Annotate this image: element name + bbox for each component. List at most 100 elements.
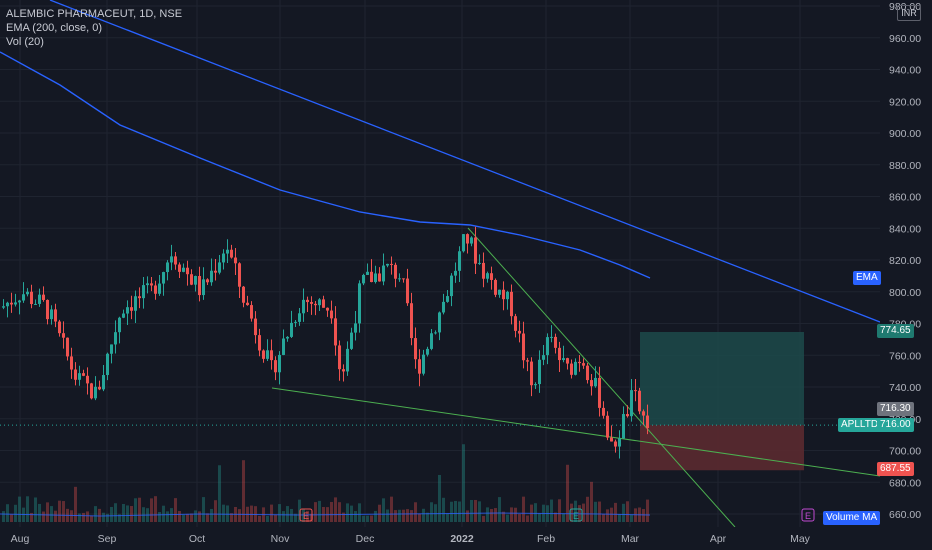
volume-bar — [314, 502, 317, 522]
candle-body — [206, 279, 209, 283]
y-tick-label: 940.00 — [889, 65, 921, 77]
volume-bar — [414, 502, 417, 522]
candle-body — [330, 310, 333, 319]
vol-legend[interactable]: Vol (20) — [6, 36, 44, 48]
volume-bar — [338, 502, 341, 522]
candle-body — [506, 291, 509, 300]
volume-bar — [94, 506, 97, 522]
volume-bar — [494, 508, 497, 522]
volume-bar — [258, 515, 261, 522]
y-tick-label: 900.00 — [889, 128, 921, 140]
candle-body — [54, 309, 57, 322]
volume-bar — [626, 501, 629, 522]
volume-bar — [330, 501, 333, 522]
volume-bar — [30, 512, 33, 522]
volume-bar — [522, 496, 525, 522]
earnings-marker-label: E — [573, 511, 579, 521]
candle-body — [490, 273, 493, 280]
candle-body — [58, 321, 61, 334]
volume-bar — [138, 497, 141, 522]
volume-bar — [122, 503, 125, 522]
candle-body — [354, 323, 357, 333]
ema-line — [0, 51, 651, 279]
currency-badge[interactable]: INR — [897, 5, 921, 21]
volume-bar — [226, 505, 229, 522]
volume-bar — [370, 515, 373, 522]
candle-body — [598, 377, 601, 408]
volume-bar — [82, 512, 85, 522]
volume-bar — [446, 513, 449, 522]
volume-bar — [506, 514, 509, 522]
volume-bar — [642, 509, 645, 522]
symbol-title[interactable]: ALEMBIC PHARMACEUT, 1D, NSE — [6, 8, 183, 20]
volume-bar — [510, 507, 513, 522]
candle-body — [170, 256, 173, 263]
volume-bar — [282, 511, 285, 522]
volume-bar — [526, 515, 529, 522]
candle-body — [646, 415, 649, 429]
volume-bar — [270, 504, 273, 522]
candle-body — [410, 303, 413, 339]
volume-bar — [158, 511, 161, 522]
volume-bar — [134, 498, 137, 522]
volume-bar — [58, 500, 61, 522]
volume-bar — [50, 506, 53, 522]
candle-body — [26, 291, 29, 295]
candle-body — [502, 289, 505, 300]
candle-body — [590, 380, 593, 387]
stop-price-tag: 687.55 — [877, 462, 914, 476]
candle-body — [114, 332, 117, 345]
volume-bar — [594, 501, 597, 522]
candle-body — [270, 350, 273, 361]
volume-bar — [38, 503, 41, 522]
volume-bar — [218, 465, 221, 522]
earnings-marker — [299, 508, 313, 522]
candle-body — [246, 302, 249, 306]
volume-bar — [90, 515, 93, 522]
candle-body — [530, 361, 533, 386]
volume-bar — [274, 514, 277, 522]
volume-bar — [614, 502, 617, 522]
candle-body — [414, 338, 417, 360]
last-price-tag: 716.30 — [877, 402, 914, 416]
volume-bar — [562, 513, 565, 522]
time-axis — [0, 527, 932, 550]
candle-body — [30, 291, 33, 305]
y-tick-label: 660.00 — [889, 509, 921, 521]
volume-bar — [98, 508, 101, 522]
volume-bar — [486, 507, 489, 522]
candle-body — [510, 291, 513, 317]
ema-legend[interactable]: EMA (200, close, 0) — [6, 22, 102, 34]
candle-body — [146, 283, 149, 286]
volume-bar — [114, 503, 117, 522]
volume-bar — [538, 513, 541, 522]
volume-bar — [442, 497, 445, 522]
volume-bar — [54, 510, 57, 522]
volume-bar — [582, 503, 585, 522]
candle-body — [606, 415, 609, 438]
candle-body — [310, 302, 313, 304]
volume-bar — [14, 504, 17, 522]
volume-bar — [454, 500, 457, 522]
volume-bar — [10, 514, 13, 522]
candle-body — [514, 316, 517, 331]
candle-body — [22, 294, 25, 301]
volume-bar — [222, 504, 225, 522]
candle-body — [426, 348, 429, 355]
candle-body — [78, 373, 81, 380]
volume-bar — [610, 507, 613, 522]
y-tick-label: 840.00 — [889, 223, 921, 235]
candle-body — [518, 330, 521, 334]
resistance-trendline — [467, 227, 736, 528]
candle-body — [546, 337, 549, 356]
x-tick-label: Aug — [11, 533, 30, 545]
volume-bar — [6, 504, 9, 522]
candle-body — [174, 256, 177, 265]
volume-bar — [294, 513, 297, 522]
y-tick-label: 860.00 — [889, 192, 921, 204]
volume-bar — [202, 497, 205, 522]
candle-body — [386, 263, 389, 266]
candle-body — [630, 390, 633, 417]
candle-body — [378, 273, 381, 282]
